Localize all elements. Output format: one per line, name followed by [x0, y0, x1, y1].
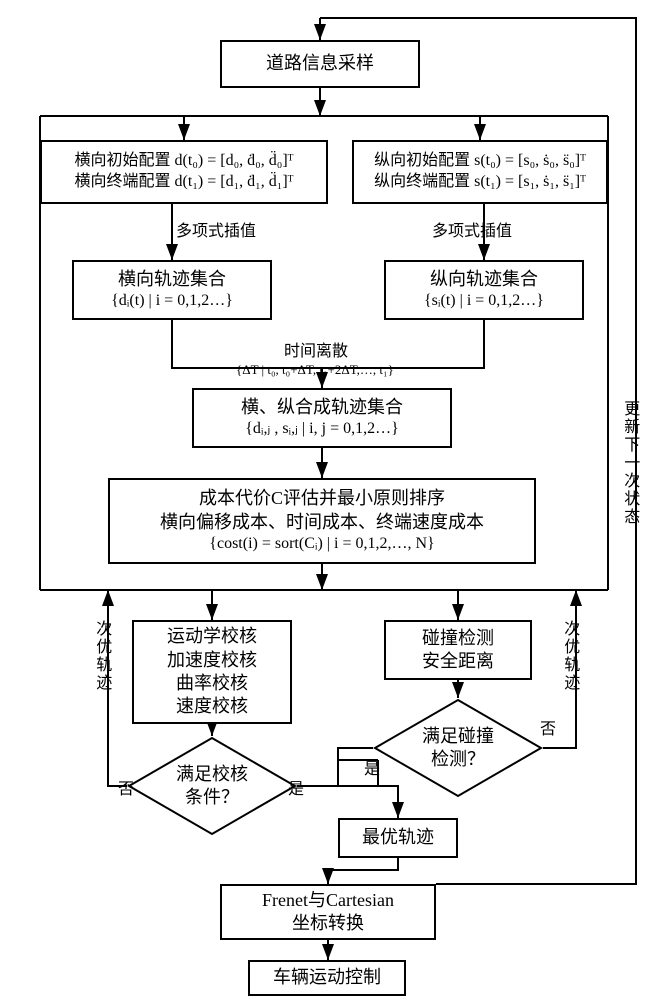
label-interp_r: 多项式插值	[432, 222, 512, 241]
vlabel-subopt_r: 次优轨迹	[560, 620, 579, 692]
node-kinematics-line-2: 曲率校核	[176, 672, 248, 695]
vlabel-subopt_l: 次优轨迹	[92, 620, 111, 692]
label-no1: 否	[118, 780, 134, 799]
node-collision: 碰撞检测安全距离	[384, 620, 532, 680]
node-lon_set: 纵向轨迹集合{sᵢ(t) | i = 0,1,2…}	[384, 260, 584, 320]
diamond-check1: 满足校核条件？	[127, 736, 297, 836]
node-frenet-line-0: Frenet与Cartesian	[262, 889, 394, 912]
node-collision-line-0: 碰撞检测	[422, 627, 494, 650]
diamond-check2: 满足碰撞检测？	[373, 698, 543, 798]
diamond-check1-line-1: 条件？	[185, 786, 239, 809]
node-opt: 最优轨迹	[338, 818, 458, 858]
node-lon_set-line-1: {sᵢ(t) | i = 0,1,2…}	[424, 291, 544, 312]
diamond-check2-line-1: 检测？	[431, 748, 485, 771]
node-ctrl-label: 车辆运动控制	[273, 966, 381, 989]
diamond-check1-label: 满足校核条件？	[127, 736, 297, 836]
label-time_disc1: 时间离散	[284, 342, 348, 361]
label-time_disc2: {ΔT | t₀, t₀+ΔT, t₀+2ΔT,…, t₁}	[236, 362, 394, 378]
node-lat_set-line-1: {dᵢ(t) | i = 0,1,2…}	[111, 291, 233, 312]
node-cost-line-1: 横向偏移成本、时间成本、终端速度成本	[160, 511, 484, 534]
node-lon_init: 纵向初始配置 s(t₀) = [s₀, ṡ₀, s̈₀]ᵀ纵向终端配置 s(t₁…	[352, 140, 608, 204]
node-cost-line-0: 成本代价C评估并最小原则排序	[199, 487, 445, 510]
node-lat_set-line-0: 横向轨迹集合	[118, 268, 226, 291]
vlabel-update: 更新下一次状态	[620, 400, 639, 526]
node-merge-line-1: {dᵢ,ⱼ , sᵢ,ⱼ | i, j = 0,1,2…}	[245, 419, 399, 440]
node-lat_set: 横向轨迹集合{dᵢ(t) | i = 0,1,2…}	[72, 260, 272, 320]
node-lat_init-line-0: 横向初始配置 d(t₀) = [d₀, ḋ₀, d̈₀]ᵀ	[75, 151, 294, 172]
diamond-check2-line-0: 满足碰撞	[422, 725, 494, 748]
diamond-check1-line-0: 满足校核	[176, 763, 248, 786]
node-lat_init-line-1: 横向终端配置 d(t₁) = [d₁, ḋ₁, d̈₁]ᵀ	[75, 172, 294, 193]
node-lat_init: 横向初始配置 d(t₀) = [d₀, ḋ₀, d̈₀]ᵀ横向终端配置 d(t₁…	[40, 140, 328, 204]
node-lon_set-line-0: 纵向轨迹集合	[430, 268, 538, 291]
flowchart-canvas: 道路信息采样横向初始配置 d(t₀) = [d₀, ḋ₀, d̈₀]ᵀ横向终端配…	[0, 0, 648, 1000]
label-interp_l: 多项式插值	[176, 222, 256, 241]
node-cost: 成本代价C评估并最小原则排序横向偏移成本、时间成本、终端速度成本{cost(i)…	[108, 478, 536, 564]
node-frenet-line-1: 坐标转换	[292, 912, 364, 935]
node-kinematics-line-0: 运动学校核	[167, 625, 257, 648]
label-yes2: 是	[364, 760, 380, 779]
node-kinematics-line-3: 速度校核	[176, 695, 248, 718]
node-lon_init-line-0: 纵向初始配置 s(t₀) = [s₀, ṡ₀, s̈₀]ᵀ	[374, 151, 586, 172]
label-no2: 否	[540, 720, 556, 739]
node-sampling-label: 道路信息采样	[266, 52, 374, 75]
label-yes1: 是	[288, 780, 304, 799]
node-opt-label: 最优轨迹	[362, 826, 434, 849]
node-frenet: Frenet与Cartesian坐标转换	[220, 884, 436, 940]
diamond-check2-label: 满足碰撞检测？	[373, 698, 543, 798]
node-lon_init-line-1: 纵向终端配置 s(t₁) = [s₁, ṡ₁, s̈₁]ᵀ	[374, 172, 586, 193]
node-collision-line-1: 安全距离	[422, 650, 494, 673]
node-merge-line-0: 横、纵合成轨迹集合	[241, 396, 403, 419]
node-kinematics-line-1: 加速度校核	[167, 649, 257, 672]
node-ctrl: 车辆运动控制	[248, 960, 406, 996]
node-cost-line-2: {cost(i) = sort(Cᵢ) | i = 0,1,2,…, N}	[209, 534, 434, 555]
node-kinematics: 运动学校核加速度校核曲率校核速度校核	[132, 620, 292, 724]
node-merge: 横、纵合成轨迹集合{dᵢ,ⱼ , sᵢ,ⱼ | i, j = 0,1,2…}	[192, 388, 452, 448]
node-sampling: 道路信息采样	[220, 40, 420, 88]
